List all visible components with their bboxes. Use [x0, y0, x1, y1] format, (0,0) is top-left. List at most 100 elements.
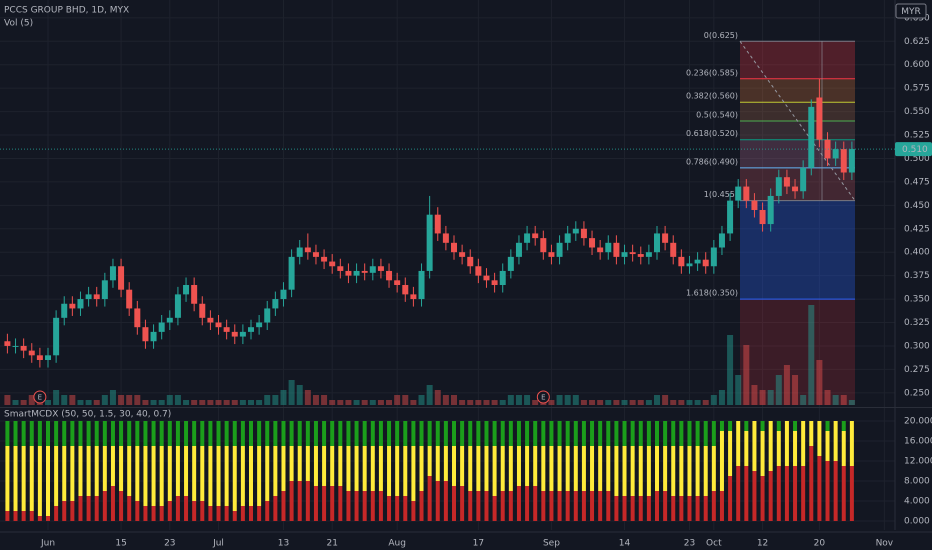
volume-bar — [727, 335, 734, 405]
mcdx-bar — [362, 491, 367, 521]
mcdx-bar — [606, 491, 611, 521]
mcdx-bar — [62, 501, 67, 521]
mcdx-bar — [46, 421, 50, 446]
mcdx-bar — [809, 421, 814, 446]
mcdx-bar — [443, 481, 448, 521]
volume-bar — [507, 395, 514, 405]
y-tick-label: 0.375 — [904, 271, 930, 281]
mcdx-bar — [86, 421, 91, 446]
volume-bar — [304, 390, 311, 405]
mcdx-bar — [370, 491, 375, 521]
mcdx-bar — [630, 496, 635, 521]
mcdx-bar — [289, 446, 294, 481]
fib-label: 0.382(0.560) — [686, 92, 738, 101]
candle-body — [848, 149, 855, 173]
candle-body — [256, 322, 263, 328]
mcdx-bar — [508, 446, 513, 491]
volume-bar — [467, 400, 474, 405]
mcdx-bar — [825, 431, 830, 461]
volume-bar — [637, 400, 644, 405]
candle-body — [77, 299, 84, 309]
x-tick-label: Jun — [40, 539, 55, 549]
volume-bar — [670, 400, 677, 405]
volume-bar — [694, 400, 701, 405]
mcdx-bar — [671, 446, 676, 496]
mcdx-bar — [719, 431, 724, 491]
mcdx-bar — [663, 421, 668, 446]
candle-body — [662, 233, 669, 243]
mcdx-bar — [265, 446, 270, 501]
mcdx-bar — [695, 446, 700, 496]
mcdx-bar — [127, 421, 132, 446]
mcdx-bar — [151, 506, 156, 521]
mcdx-bar — [208, 446, 213, 506]
candle-body — [556, 242, 563, 257]
mcdx-bar — [240, 446, 245, 506]
candle-body — [28, 350, 35, 356]
mcdx-bar — [403, 421, 408, 446]
candle-body — [694, 259, 701, 264]
last-price-label: 0.510 — [902, 145, 928, 155]
volume-bar — [280, 390, 287, 405]
volume-bar — [451, 395, 457, 405]
volume-bar — [572, 395, 579, 405]
mcdx-bar — [622, 496, 627, 521]
candle-body — [751, 200, 758, 210]
candle-body — [483, 275, 490, 281]
candle-body — [345, 270, 352, 276]
mcdx-bar — [581, 491, 586, 521]
mcdx-bar — [655, 446, 659, 491]
mcdx-bar — [801, 421, 806, 466]
mcdx-bar — [663, 446, 668, 491]
mcdx-bar — [330, 446, 335, 486]
mcdx-bar — [793, 431, 798, 466]
mcdx-bar — [240, 421, 245, 446]
mcdx-bar — [110, 421, 115, 446]
mcdx-bar — [760, 421, 765, 431]
mcdx-bar — [86, 496, 91, 521]
mcdx-bar — [793, 421, 798, 431]
target-zone — [740, 200, 855, 300]
x-tick-label: Oct — [706, 539, 722, 549]
mcdx-bar — [703, 446, 708, 496]
last-price-tag — [895, 142, 932, 157]
mcdx-bar — [119, 421, 124, 446]
mcdx-bar — [841, 421, 846, 431]
mcdx-bar — [281, 446, 286, 491]
x-tick-label: 17 — [473, 539, 484, 549]
candle-body — [85, 294, 92, 300]
candle-body — [142, 327, 149, 342]
candle-body — [548, 252, 555, 257]
mcdx-bar — [208, 506, 213, 521]
candle-body — [166, 317, 173, 323]
mcdx-bar — [435, 446, 440, 481]
mcdx-bar — [305, 446, 310, 481]
mcdx-bar — [711, 421, 716, 446]
mcdx-bar — [817, 421, 822, 456]
x-tick-label: 15 — [115, 539, 126, 549]
mcdx-bar — [703, 421, 708, 446]
candle-body — [613, 242, 620, 257]
mcdx-bar — [687, 421, 692, 446]
mcdx-bar — [752, 421, 757, 471]
candle-body — [20, 345, 27, 351]
mcdx-bar — [127, 446, 132, 496]
mcdx-bar — [476, 446, 481, 491]
mcdx-bar — [452, 446, 456, 486]
event-marker — [536, 390, 550, 404]
volume-bar — [150, 400, 157, 405]
mcdx-bar — [354, 446, 359, 491]
volume-bar — [296, 385, 303, 405]
volume-bar — [499, 400, 506, 405]
mcdx-bar — [192, 421, 197, 446]
volume-bar — [580, 400, 587, 405]
volume-bar — [816, 360, 823, 405]
candle-body — [816, 97, 823, 140]
event-marker — [33, 390, 47, 404]
x-tick-label: Jul — [212, 539, 224, 549]
volume-bar — [199, 400, 206, 405]
volume-bar — [183, 400, 190, 405]
volume-bar — [329, 400, 336, 405]
candle-body — [231, 331, 238, 337]
x-tick-label: 23 — [684, 539, 695, 549]
